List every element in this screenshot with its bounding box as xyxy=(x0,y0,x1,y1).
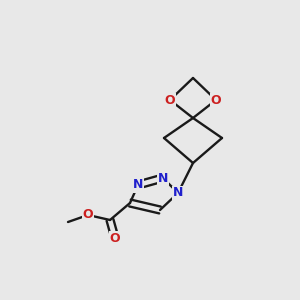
Text: O: O xyxy=(110,232,120,244)
Text: O: O xyxy=(165,94,175,106)
Text: N: N xyxy=(158,172,168,184)
Text: O: O xyxy=(211,94,221,106)
Text: O: O xyxy=(83,208,93,221)
Text: N: N xyxy=(133,178,143,191)
Text: N: N xyxy=(173,187,183,200)
